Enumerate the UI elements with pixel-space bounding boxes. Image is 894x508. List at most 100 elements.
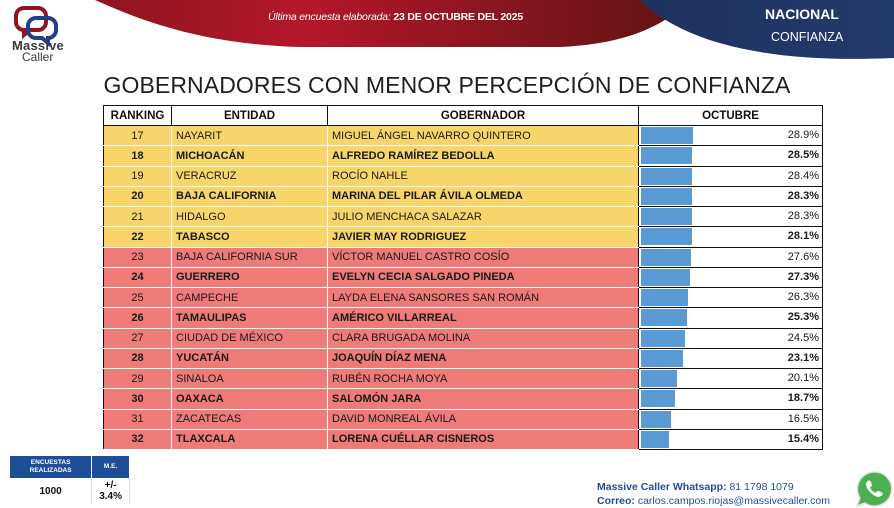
entidad-cell: NAYARIT bbox=[171, 125, 328, 147]
octubre-cell: 28.9% bbox=[638, 125, 823, 147]
margin-error-value: +/- 3.4% bbox=[91, 478, 130, 504]
surveys-value: 1000 bbox=[10, 478, 93, 504]
logo-text-caller: Caller bbox=[22, 50, 54, 64]
whatsapp-number[interactable]: 81 1798 1079 bbox=[729, 481, 794, 493]
entidad-cell: MICHOACÁN bbox=[171, 145, 328, 167]
gobernador-cell: JAVIER MAY RODRIGUEZ bbox=[327, 226, 639, 248]
octubre-cell: 23.1% bbox=[638, 348, 823, 370]
value-label: 28.9% bbox=[787, 129, 819, 141]
value-label: 28.1% bbox=[787, 230, 819, 243]
value-bar bbox=[641, 349, 683, 367]
value-bar bbox=[641, 430, 669, 448]
gobernador-cell: JULIO MENCHACA SALAZAR bbox=[327, 206, 639, 228]
entidad-cell: YUCATÁN bbox=[171, 348, 328, 370]
value-bar bbox=[641, 309, 687, 327]
rank-cell: 17 bbox=[103, 125, 172, 147]
gobernador-cell: EVELYN CECIA SALGADO PINEDA bbox=[327, 267, 639, 289]
value-bar bbox=[641, 268, 691, 286]
rank-cell: 21 bbox=[103, 206, 172, 228]
value-bar bbox=[641, 289, 689, 306]
entidad-cell: ZACATECAS bbox=[171, 409, 328, 430]
rank-cell: 22 bbox=[103, 226, 172, 248]
value-bar bbox=[641, 390, 675, 408]
table-row: 18 MICHOACÁN ALFREDO RAMÍREZ BEDOLLA 28.5% bbox=[103, 145, 823, 167]
value-bar bbox=[641, 248, 691, 266]
rank-cell: 19 bbox=[103, 166, 172, 187]
entidad-cell: TAMAULIPAS bbox=[171, 307, 328, 329]
octubre-cell: 27.6% bbox=[638, 247, 823, 268]
surveys-label: ENCUESTAS REALIZADAS bbox=[10, 456, 93, 478]
gobernador-cell: ROCÍO NAHLE bbox=[327, 166, 639, 187]
value-bar bbox=[641, 329, 686, 347]
gobernador-cell: VÍCTOR MANUEL CASTRO COSÍO bbox=[327, 247, 639, 268]
value-bar bbox=[641, 228, 692, 246]
value-bar bbox=[641, 187, 692, 205]
octubre-cell: 24.5% bbox=[638, 328, 823, 349]
value-label: 27.6% bbox=[787, 250, 819, 263]
rank-cell: 26 bbox=[103, 307, 172, 329]
survey-date: Última encuesta elaborada: 23 DE OCTUBRE… bbox=[268, 11, 523, 23]
gobernador-cell: CLARA BRUGADA MOLINA bbox=[327, 328, 639, 349]
value-bar bbox=[641, 208, 692, 225]
gobernador-cell: LORENA CUÉLLAR CISNEROS bbox=[327, 429, 639, 451]
value-label: 25.3% bbox=[787, 311, 819, 324]
whatsapp-label: Massive Caller Whatsapp: bbox=[597, 481, 727, 493]
gobernador-cell: DAVID MONREAL ÁVILA bbox=[327, 409, 639, 430]
table-row: 32 TLAXCALA LORENA CUÉLLAR CISNEROS 15.4% bbox=[103, 429, 823, 451]
rank-cell: 31 bbox=[103, 409, 172, 430]
value-bar bbox=[641, 410, 671, 428]
ranking-table: RANKING ENTIDAD GOBERNADOR OCTUBRE 17 NAY… bbox=[103, 105, 823, 451]
octubre-cell: 15.4% bbox=[638, 429, 823, 451]
entidad-cell: TLAXCALA bbox=[171, 429, 328, 451]
table-row: 29 SINALOA RUBÉN ROCHA MOYA 20.1% bbox=[103, 368, 823, 390]
entidad-cell: OAXACA bbox=[171, 388, 328, 410]
table-row: 21 HIDALGO JULIO MENCHACA SALAZAR 28.3% bbox=[103, 206, 823, 228]
octubre-cell: 27.3% bbox=[638, 267, 823, 289]
value-bar bbox=[641, 147, 693, 165]
value-label: 18.7% bbox=[787, 392, 819, 405]
value-bar bbox=[641, 370, 678, 387]
octubre-cell: 26.3% bbox=[638, 287, 823, 309]
entidad-cell: TABASCO bbox=[171, 226, 328, 248]
octubre-cell: 28.4% bbox=[638, 166, 823, 187]
table-row: 26 TAMAULIPAS AMÉRICO VILLARREAL 25.3% bbox=[103, 307, 823, 329]
survey-stats-table: ENCUESTAS REALIZADAS M.E. 1000 +/- 3.4% bbox=[10, 456, 130, 504]
entidad-cell: CIUDAD DE MÉXICO bbox=[171, 328, 328, 349]
entidad-cell: HIDALGO bbox=[171, 206, 328, 228]
entidad-cell: CAMPECHE bbox=[171, 287, 328, 309]
value-label: 15.4% bbox=[787, 432, 819, 445]
survey-date-label: Última encuesta elaborada: bbox=[268, 11, 391, 23]
table-row: 27 CIUDAD DE MÉXICO CLARA BRUGADA MOLINA 24… bbox=[103, 328, 823, 349]
survey-date-value: 23 DE OCTUBRE DEL 2025 bbox=[393, 11, 523, 23]
column-header-octubre: OCTUBRE bbox=[638, 105, 823, 126]
table-row: 28 YUCATÁN JOAQUÍN DÍAZ MENA 23.1% bbox=[103, 348, 823, 370]
table-row: 22 TABASCO JAVIER MAY RODRIGUEZ 28.1% bbox=[103, 226, 823, 248]
rank-cell: 32 bbox=[103, 429, 172, 451]
value-label: 24.5% bbox=[787, 331, 819, 344]
contact-info: Massive Caller Whatsapp: 81 1798 1079 Co… bbox=[597, 480, 830, 508]
scope-label: NACIONAL bbox=[765, 6, 839, 22]
octubre-cell: 20.1% bbox=[638, 368, 823, 390]
octubre-cell: 25.3% bbox=[638, 307, 823, 329]
value-label: 26.3% bbox=[787, 291, 819, 303]
entidad-cell: VERACRUZ bbox=[171, 166, 328, 187]
rank-cell: 23 bbox=[103, 247, 172, 268]
gobernador-cell: AMÉRICO VILLARREAL bbox=[327, 307, 639, 329]
value-label: 20.1% bbox=[787, 372, 819, 384]
entidad-cell: BAJA CALIFORNIA SUR bbox=[171, 247, 328, 268]
table-row: 30 OAXACA SALOMÓN JARA 18.7% bbox=[103, 388, 823, 410]
header-banner bbox=[95, 0, 894, 59]
gobernador-cell: RUBÉN ROCHA MOYA bbox=[327, 368, 639, 390]
value-label: 16.5% bbox=[787, 412, 819, 425]
value-label: 28.5% bbox=[787, 149, 819, 162]
octubre-cell: 28.3% bbox=[638, 186, 823, 208]
entidad-cell: GUERRERO bbox=[171, 267, 328, 289]
email-address[interactable]: carlos.campos.riojas@massivecaller.com bbox=[637, 495, 830, 507]
value-label: 28.3% bbox=[787, 210, 819, 222]
gobernador-cell: JOAQUÍN DÍAZ MENA bbox=[327, 348, 639, 370]
table-row: 20 BAJA CALIFORNIA MARINA DEL PILAR ÁVILA … bbox=[103, 186, 823, 208]
gobernador-cell: SALOMÓN JARA bbox=[327, 388, 639, 410]
rank-cell: 28 bbox=[103, 348, 172, 370]
whatsapp-icon[interactable] bbox=[854, 470, 894, 508]
table-row: 31 ZACATECAS DAVID MONREAL ÁVILA 16.5% bbox=[103, 409, 823, 430]
